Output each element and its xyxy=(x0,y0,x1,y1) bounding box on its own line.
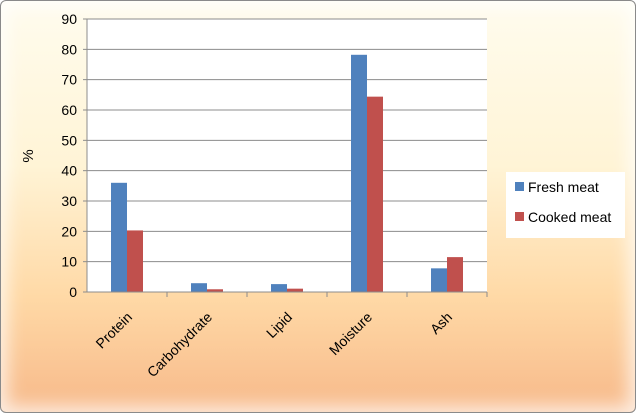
x-tick-label: Moisture xyxy=(326,309,375,358)
y-tick-label: 70 xyxy=(61,72,77,88)
y-tick-label: 0 xyxy=(69,284,77,300)
legend-swatch xyxy=(515,212,524,221)
legend-label: Fresh meat xyxy=(528,179,599,195)
bar-cooked-meat-carbohydrate xyxy=(207,289,223,292)
x-tick-label: Protein xyxy=(92,309,135,352)
legend-label: Cooked meat xyxy=(528,209,611,225)
y-tick-label: 10 xyxy=(61,254,77,270)
legend-swatch xyxy=(515,182,524,191)
bar-cooked-meat-lipid xyxy=(287,288,303,292)
y-tick-label: 20 xyxy=(61,223,77,239)
y-tick-label: 90 xyxy=(61,11,77,27)
bar-cooked-meat-ash xyxy=(447,257,463,292)
bar-fresh-meat-protein xyxy=(111,182,127,292)
y-tick-label: 60 xyxy=(61,102,77,118)
bar-cooked-meat-moisture xyxy=(367,96,383,292)
x-tick-label: Carbohydrate xyxy=(144,309,215,380)
gridlines xyxy=(87,18,487,293)
y-tick-label: 50 xyxy=(61,132,77,148)
y-axis-label: % xyxy=(20,149,37,162)
y-tick-label: 80 xyxy=(61,41,77,57)
y-tick-label: 30 xyxy=(61,193,77,209)
y-tick-label: 40 xyxy=(61,163,77,179)
bars xyxy=(111,54,463,292)
bar-fresh-meat-carbohydrate xyxy=(191,283,207,292)
legend: Fresh meat Cooked meat xyxy=(506,172,625,238)
x-tick-label: Ash xyxy=(427,309,455,337)
axes xyxy=(83,18,488,297)
bar-fresh-meat-lipid xyxy=(271,284,287,292)
bar-fresh-meat-ash xyxy=(431,268,447,292)
x-tick-labels: Protein Carbohydrate Lipid Moisture Ash xyxy=(92,309,455,380)
bar-cooked-meat-protein xyxy=(127,230,143,292)
plot-area xyxy=(87,19,487,292)
bar-fresh-meat-moisture xyxy=(351,54,367,292)
legend-box xyxy=(506,172,625,238)
y-tick-labels: 0 10 20 30 40 50 60 70 80 90 xyxy=(61,11,77,300)
x-tick-label: Lipid xyxy=(263,309,295,341)
